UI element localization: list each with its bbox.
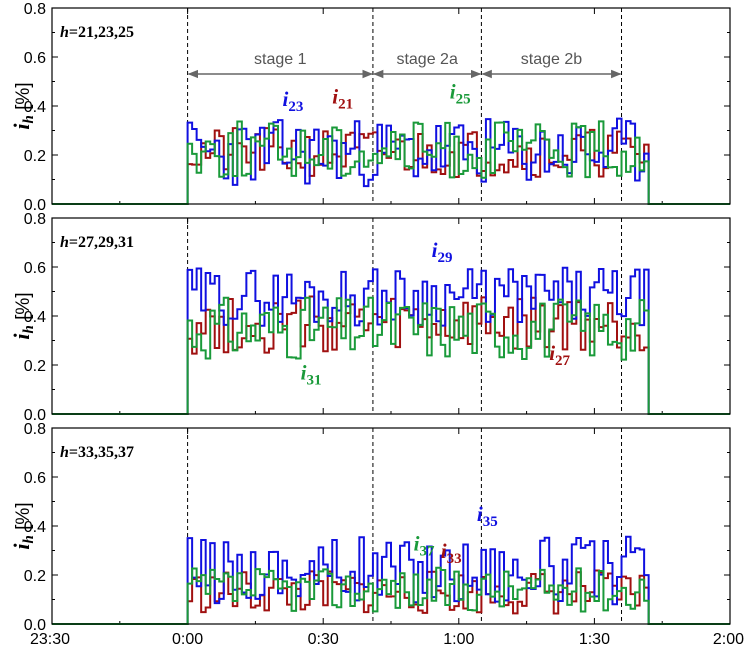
stage-label: stage 2a: [396, 51, 457, 68]
series-line-i33: [52, 569, 730, 625]
series-line-i21: [52, 127, 730, 205]
series-label-i25: i25: [450, 80, 471, 108]
y-tick-label: 0.6: [24, 50, 46, 67]
x-tick-label: 23:30: [30, 631, 70, 648]
series-line-i37: [52, 566, 730, 625]
series-label-i37: i37: [414, 532, 435, 560]
y-tick-label: 0.6: [24, 470, 46, 487]
y-tick-label: 0.8: [24, 211, 46, 228]
x-tick-label: 1:30: [579, 631, 610, 648]
y-axis-label: ih [%]: [9, 82, 37, 129]
x-tick-label: 1:00: [443, 631, 474, 648]
panel-frame: [51, 217, 731, 415]
y-axis-label: ih [%]: [9, 502, 37, 549]
x-tick-label: 0:30: [308, 631, 339, 648]
y-tick-label: 0.6: [24, 260, 46, 277]
y-tick-label: 0.2: [24, 358, 46, 375]
y-tick-label: 0.0: [24, 407, 46, 424]
y-tick-label: 0.0: [24, 617, 46, 634]
series-line-i23: [52, 117, 730, 205]
series-line-i29: [52, 266, 730, 415]
y-tick-label: 0.2: [24, 568, 46, 585]
y-tick-label: 0.8: [24, 1, 46, 18]
series-label-i33: i33: [441, 539, 462, 567]
panel-frame: [51, 427, 731, 625]
y-tick-label: 0.2: [24, 148, 46, 165]
panel-label: h=21,23,25: [60, 24, 134, 41]
series-label-i31: i31: [301, 361, 322, 389]
series-label-i35: i35: [477, 502, 498, 530]
y-axis-label: ih [%]: [9, 292, 37, 339]
series-label-i21: i21: [332, 85, 353, 113]
x-tick-label: 0:00: [172, 631, 203, 648]
y-tick-label: 0.8: [24, 421, 46, 438]
series-label-i29: i29: [432, 238, 453, 266]
panel-frame: [51, 7, 731, 205]
series-line-i25: [52, 120, 730, 205]
stage-label: stage 2b: [521, 51, 582, 68]
series-label-i27: i27: [549, 341, 570, 369]
panel-label: h=27,29,31: [60, 234, 134, 251]
y-tick-label: 0.0: [24, 197, 46, 214]
y-tick-label: 0.4: [24, 99, 46, 116]
series-label-i23: i23: [283, 87, 304, 115]
stage-label: stage 1: [254, 51, 307, 68]
panel-2: 0.0 0.2 0.4 0.6 0.8 i29 i31 i27 h=27,29,31 ih [%]: [9, 211, 731, 424]
x-tick-label: 2:00: [713, 631, 744, 648]
panel-label: h=33,35,37: [60, 444, 134, 461]
y-tick-label: 0.4: [24, 309, 46, 326]
panel-1: 0.0 0.2 0.4 0.6 0.8 i23 i21 i25 h=21,23,25 ih [%]: [9, 1, 731, 214]
series-line-i31: [52, 296, 730, 415]
y-tick-label: 0.4: [24, 519, 46, 536]
panel-3: 0.0 0.2 0.4 0.6 0.8 i35 i37 i33 h=33,35,37 ih [%]: [9, 421, 731, 634]
